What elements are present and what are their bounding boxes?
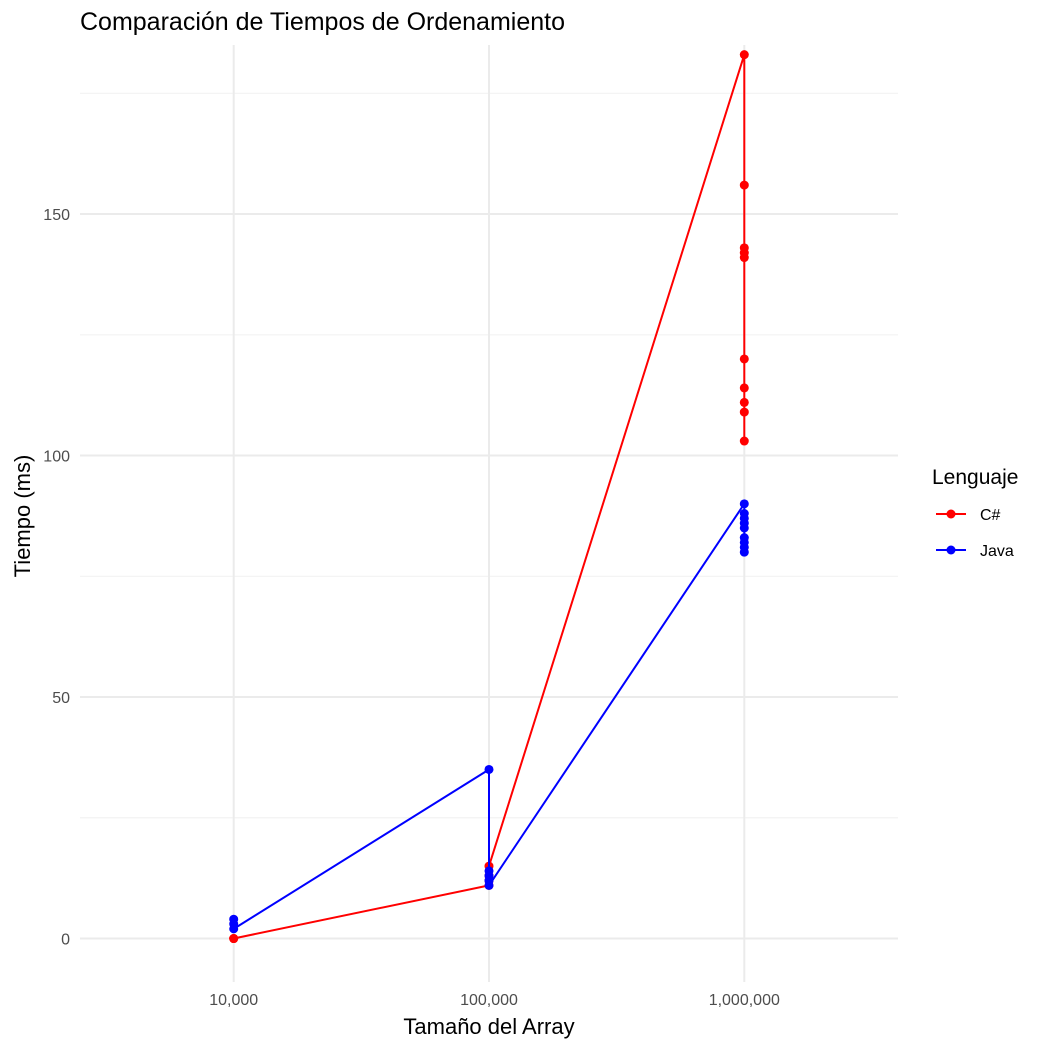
data-point (739, 499, 749, 509)
data-point (484, 880, 494, 890)
x-axis-ticks: 10,000 100,000 1,000,000 (209, 992, 780, 1009)
x-tick-label: 1,000,000 (709, 992, 780, 1009)
data-point (739, 436, 749, 446)
y-axis-title: Tiempo (ms) (10, 455, 35, 578)
x-tick-label: 10,000 (209, 992, 258, 1009)
x-axis-title: Tamaño del Array (403, 1014, 574, 1039)
series-java (229, 499, 749, 934)
data-point (739, 50, 749, 60)
data-point (484, 764, 494, 774)
data-point (739, 523, 749, 533)
legend-item: C# (936, 507, 1001, 524)
data-point (739, 407, 749, 417)
x-tick-label: 100,000 (460, 992, 518, 1009)
chart-title: Comparación de Tiempos de Ordenamiento (80, 8, 565, 36)
y-tick-label: 100 (43, 449, 70, 466)
data-point (739, 354, 749, 364)
data-point (739, 547, 749, 557)
legend-item: Java (936, 543, 1014, 560)
data-point (739, 397, 749, 407)
y-tick-label: 50 (52, 690, 70, 707)
legend-label: C# (980, 507, 1001, 524)
legend-key-point (946, 509, 956, 519)
data-point (739, 383, 749, 393)
data-point (739, 180, 749, 190)
legend-label: Java (980, 543, 1014, 560)
y-tick-label: 150 (43, 207, 70, 224)
y-axis-ticks: 0 50 100 150 (43, 207, 70, 948)
legend-key-point (946, 545, 956, 555)
data-point (739, 253, 749, 263)
data-point (229, 924, 239, 934)
legend: Lenguaje C# Java (932, 466, 1018, 560)
legend-title: Lenguaje (932, 466, 1018, 489)
series-layer (229, 50, 749, 944)
y-tick-label: 0 (61, 932, 70, 949)
data-point (229, 934, 239, 944)
